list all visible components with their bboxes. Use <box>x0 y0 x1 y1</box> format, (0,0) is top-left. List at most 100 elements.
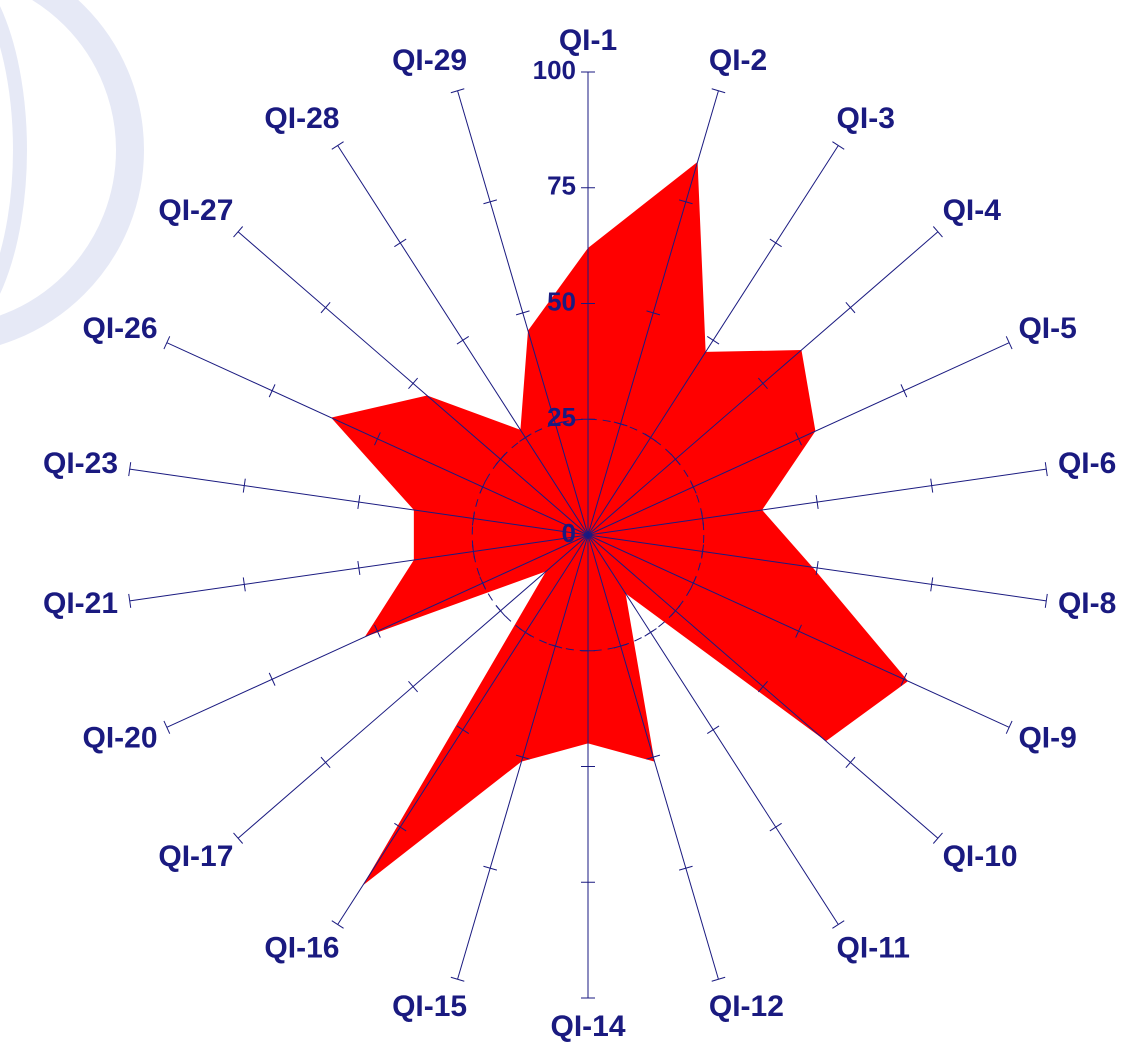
tick-mark <box>644 628 657 637</box>
tick-mark <box>644 433 657 442</box>
tick-mark <box>495 605 506 617</box>
tick-mark <box>845 301 856 314</box>
tick-mark <box>1044 593 1048 608</box>
tick-mark <box>711 976 726 982</box>
tick-mark <box>670 453 681 465</box>
tick-mark <box>832 920 845 929</box>
category-label: QI-3 <box>837 102 895 135</box>
category-label: QI-20 <box>83 722 158 755</box>
tick-mark <box>757 680 768 693</box>
tick-mark <box>1005 336 1013 350</box>
category-label: QI-21 <box>43 587 118 620</box>
category-label: QI-12 <box>709 990 784 1023</box>
tick-mark <box>450 88 465 94</box>
category-label: QI-6 <box>1058 447 1116 480</box>
tick-mark <box>268 672 276 686</box>
tick-mark <box>331 141 344 150</box>
category-label: QI-1 <box>559 24 617 57</box>
tick-mark <box>374 624 381 638</box>
tick-mark <box>331 920 344 929</box>
tick-mark <box>932 226 943 238</box>
tick-mark <box>471 544 475 559</box>
tick-mark <box>163 336 171 350</box>
tick-mark <box>757 377 768 390</box>
category-label: QI-26 <box>83 312 158 345</box>
tick-mark <box>233 226 244 238</box>
tick-mark <box>1044 462 1048 477</box>
tick-mark <box>701 544 705 559</box>
tick-mark <box>1005 720 1013 734</box>
tick-mark <box>706 725 720 734</box>
grid-ring <box>471 418 705 652</box>
category-label: QI-8 <box>1058 587 1116 620</box>
tick-mark <box>408 377 419 390</box>
tick-mark <box>832 141 845 150</box>
tick-mark <box>242 478 246 493</box>
r-tick-label: 75 <box>547 171 576 201</box>
tick-mark <box>128 593 132 608</box>
tick-mark <box>689 576 697 590</box>
r-tick-label: 100 <box>533 55 576 85</box>
category-label: QI-9 <box>1018 722 1076 755</box>
tick-mark <box>711 88 726 94</box>
tick-mark <box>900 672 908 686</box>
tick-mark <box>519 433 532 442</box>
tick-mark <box>320 756 331 769</box>
tick-mark <box>394 238 407 248</box>
tick-mark <box>268 384 276 398</box>
tick-mark <box>394 822 407 832</box>
tick-mark <box>678 199 693 205</box>
tick-mark <box>471 511 475 526</box>
tick-mark <box>613 421 628 427</box>
tick-mark <box>900 384 908 398</box>
tick-mark <box>483 865 498 871</box>
tick-mark <box>374 432 381 446</box>
tick-mark <box>515 310 530 316</box>
tick-mark <box>357 495 361 510</box>
tick-mark <box>815 495 819 510</box>
tick-mark <box>930 478 934 493</box>
tick-mark <box>815 560 819 575</box>
tick-mark <box>932 832 943 844</box>
tick-mark <box>233 832 244 844</box>
tick-mark <box>320 301 331 314</box>
tick-mark <box>479 480 487 494</box>
tick-mark <box>519 628 532 637</box>
tick-mark <box>701 511 705 526</box>
tick-mark <box>678 865 693 871</box>
category-label: QI-23 <box>43 447 118 480</box>
category-label: QI-28 <box>264 102 339 135</box>
tick-mark <box>845 756 856 769</box>
tick-mark <box>163 720 171 734</box>
category-label: QI-10 <box>943 840 1018 873</box>
r-tick-label: 50 <box>547 286 576 316</box>
tick-mark <box>670 605 681 617</box>
tick-mark <box>483 199 498 205</box>
category-label: QI-4 <box>943 194 1002 227</box>
tick-mark <box>795 432 802 446</box>
tick-mark <box>706 336 720 345</box>
tick-mark <box>646 754 661 760</box>
tick-mark <box>242 577 246 592</box>
category-label: QI-2 <box>709 44 767 77</box>
radar-area <box>331 161 909 886</box>
background-globe <box>0 0 144 345</box>
tick-mark <box>689 480 697 494</box>
category-label: QI-27 <box>158 194 233 227</box>
tick-mark <box>450 976 465 982</box>
category-label: QI-11 <box>837 932 910 965</box>
tick-mark <box>408 680 419 693</box>
r-tick-label: 25 <box>547 402 576 432</box>
tick-mark <box>357 560 361 575</box>
tick-mark <box>548 421 563 427</box>
tick-mark <box>128 462 132 477</box>
category-label: QI-5 <box>1018 312 1076 345</box>
category-label: QI-15 <box>392 990 467 1023</box>
category-label: QI-16 <box>264 932 339 965</box>
r-tick-label: 0 <box>562 518 576 548</box>
tick-mark <box>456 336 470 345</box>
tick-mark <box>795 624 802 638</box>
tick-mark <box>930 577 934 592</box>
tick-mark <box>479 576 487 590</box>
